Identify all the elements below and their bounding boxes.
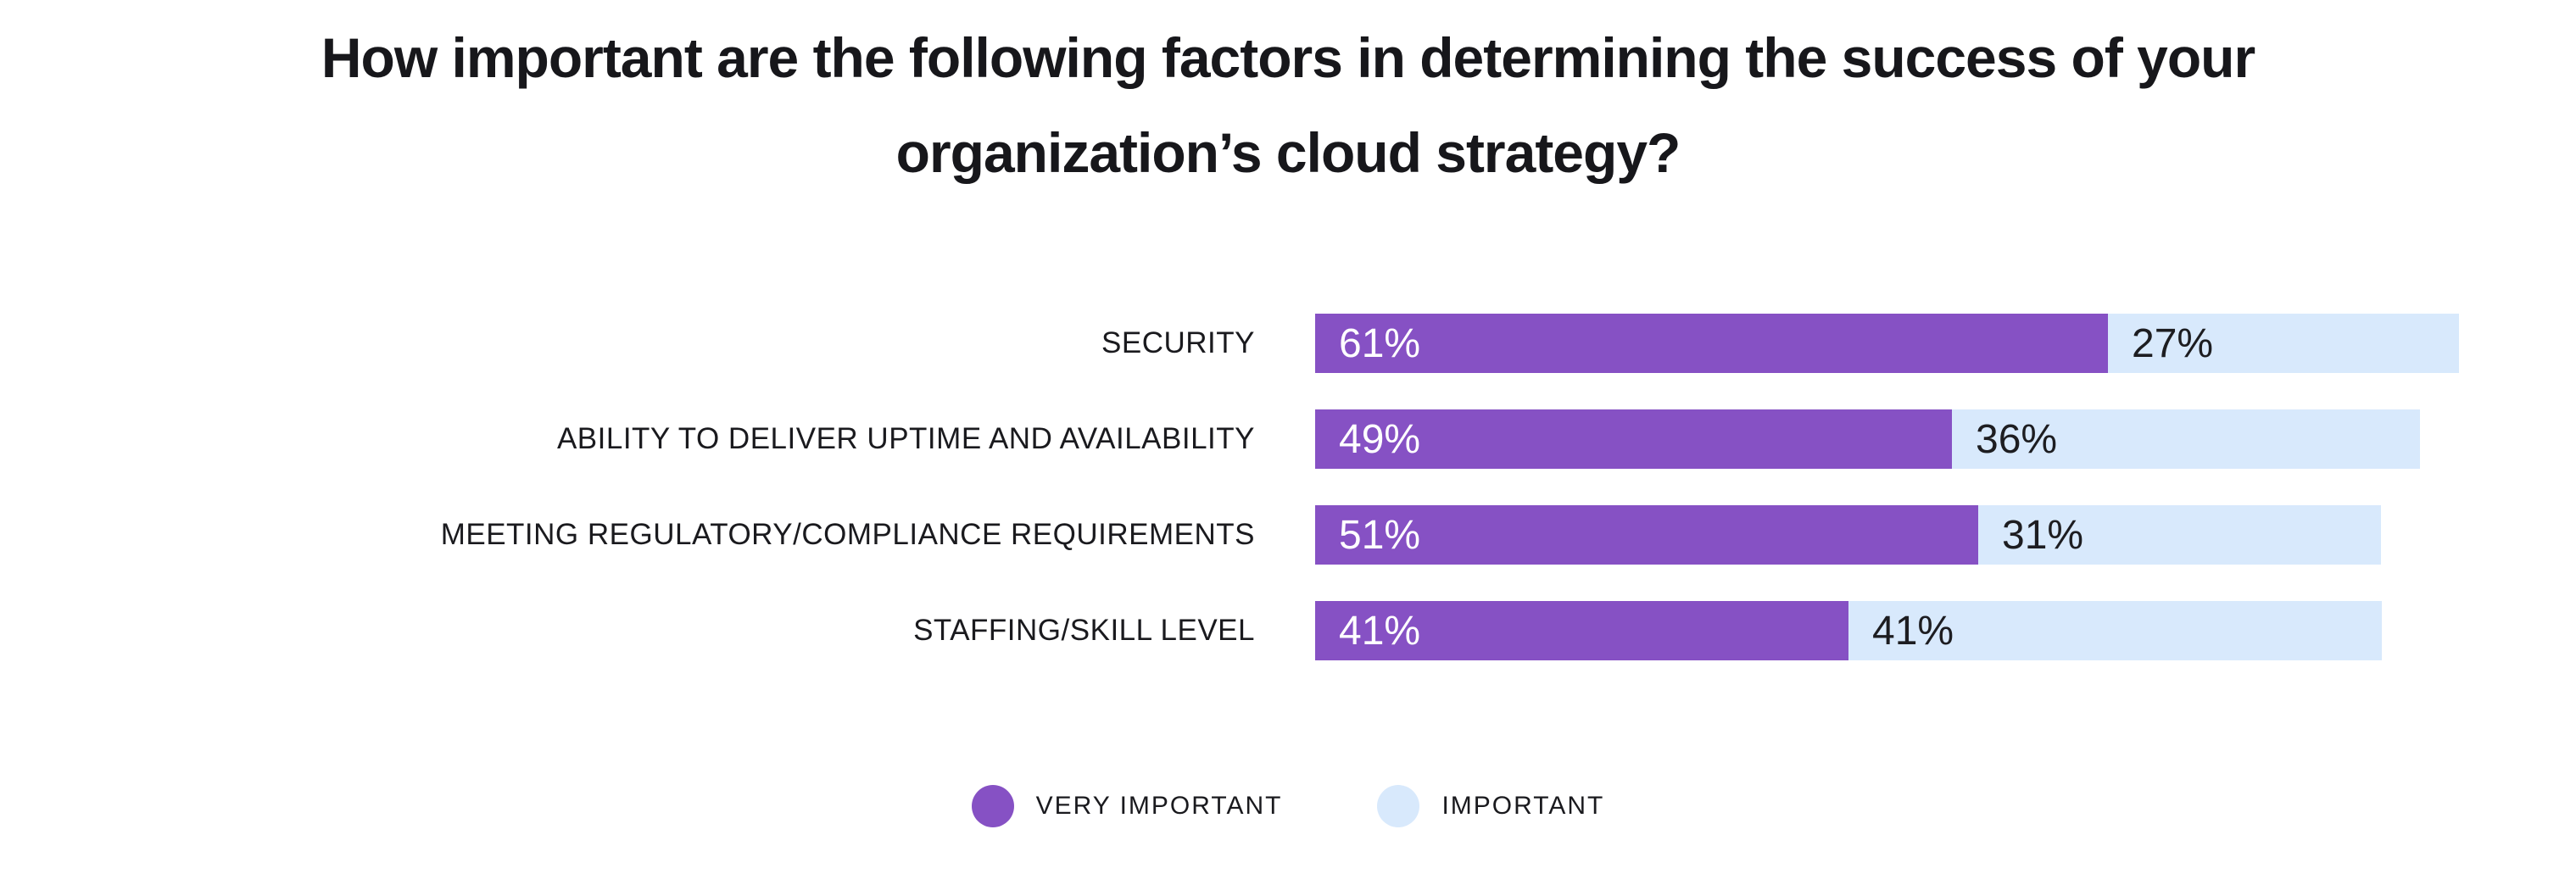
value-label-important: 31%: [2002, 512, 2084, 558]
bar-segment-important: 36%: [1952, 409, 2420, 469]
chart-title-line1: How important are the following factors …: [321, 26, 2255, 89]
bar-segment-very-important: 51%: [1315, 505, 1978, 565]
legend-label: VERY IMPORTANT: [1035, 792, 1283, 820]
bar-track: 41% 41%: [1315, 601, 2382, 660]
legend-label: IMPORTANT: [1441, 792, 1605, 820]
legend-item-very-important: VERY IMPORTANT: [971, 785, 1283, 827]
legend-swatch-important: [1377, 785, 1420, 827]
value-label-important: 27%: [2132, 320, 2214, 366]
value-label-very-important: 51%: [1339, 512, 1421, 558]
bar-track: 51% 31%: [1315, 505, 2381, 565]
category-label: MEETING REGULATORY/COMPLIANCE REQUIREMEN…: [440, 518, 1255, 551]
bar-segment-important: 27%: [2108, 314, 2459, 373]
legend-swatch-very-important: [971, 785, 1014, 827]
value-label-important: 36%: [1976, 416, 2058, 462]
bar-track: 61% 27%: [1315, 314, 2459, 373]
bar-segment-very-important: 49%: [1315, 409, 1952, 469]
legend: VERY IMPORTANT IMPORTANT: [0, 785, 2576, 827]
bar-chart: SECURITY 61% 27% ABILITY TO DELIVER UPTIME …: [0, 314, 2459, 697]
bar-track: 49% 36%: [1315, 409, 2420, 469]
value-label-very-important: 41%: [1339, 608, 1421, 654]
bar-row: MEETING REGULATORY/COMPLIANCE REQUIREMEN…: [0, 505, 2459, 565]
bar-row: ABILITY TO DELIVER UPTIME AND AVAILABILI…: [0, 409, 2459, 469]
category-label: STAFFING/SKILL LEVEL: [913, 614, 1255, 647]
value-label-very-important: 61%: [1339, 320, 1421, 366]
chart-title: How important are the following factors …: [0, 10, 2576, 200]
bar-row: STAFFING/SKILL LEVEL 41% 41%: [0, 601, 2459, 660]
bar-segment-very-important: 61%: [1315, 314, 2108, 373]
bar-segment-very-important: 41%: [1315, 601, 1848, 660]
value-label-important: 41%: [1872, 608, 1954, 654]
bar-segment-important: 41%: [1848, 601, 2382, 660]
category-label: ABILITY TO DELIVER UPTIME AND AVAILABILI…: [556, 422, 1255, 455]
value-label-very-important: 49%: [1339, 416, 1421, 462]
category-label: SECURITY: [1101, 326, 1255, 359]
legend-item-important: IMPORTANT: [1377, 785, 1604, 827]
bar-segment-important: 31%: [1978, 505, 2381, 565]
bar-row: SECURITY 61% 27%: [0, 314, 2459, 373]
chart-title-line2: organization’s cloud strategy?: [895, 121, 1681, 184]
